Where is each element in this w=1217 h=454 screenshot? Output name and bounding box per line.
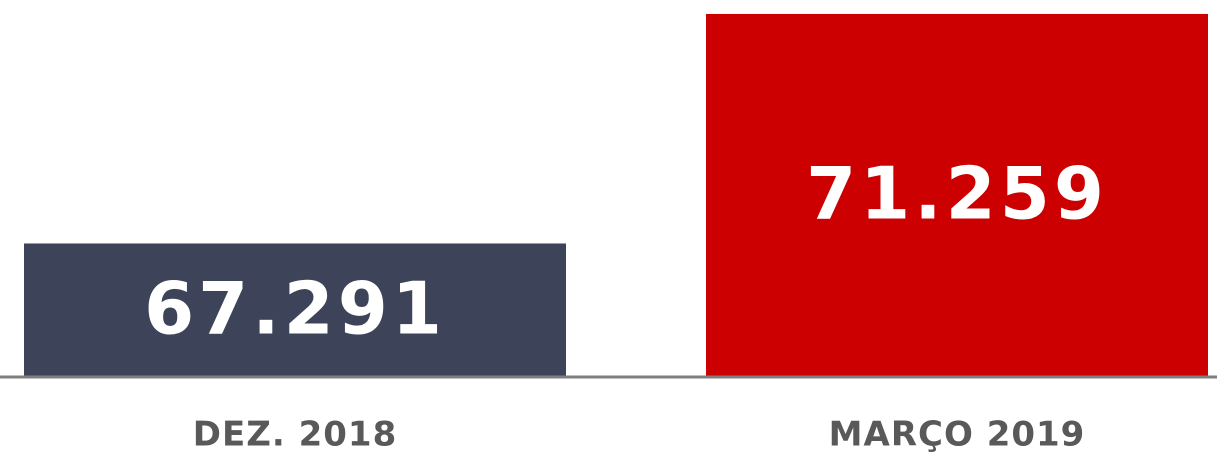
bar [706, 13, 1208, 377]
value-label: 67.291 [144, 266, 446, 350]
x-tick-label: MARÇO 2019 [829, 415, 1086, 454]
bar [24, 243, 566, 376]
value-label: 71.259 [806, 151, 1108, 235]
x-tick-label: DEZ. 2018 [193, 415, 397, 454]
